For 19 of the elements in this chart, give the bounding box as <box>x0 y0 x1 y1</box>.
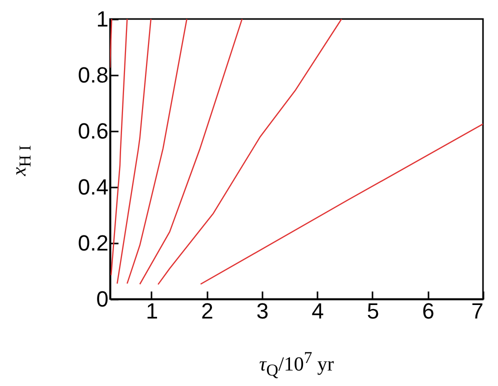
line-series <box>110 19 128 276</box>
line-series <box>139 19 243 285</box>
x-tick-label: 1 <box>146 298 158 324</box>
x-axis-title: τ$_{Q}$/10$^{7}$ yr <box>258 348 335 381</box>
y-tick-label: 0 <box>96 286 108 312</box>
y-tick-label: 0.2 <box>78 230 108 256</box>
line-series <box>126 19 188 284</box>
y-tick-label: 1 <box>96 6 108 32</box>
x-tick-label: 7 <box>471 298 484 324</box>
x-tick-label: 3 <box>256 298 269 324</box>
line-series <box>157 19 342 286</box>
y-tick-label: 0.4 <box>78 174 108 200</box>
y-tick-label: 0.8 <box>78 62 108 88</box>
x-tick-label: 4 <box>312 298 324 324</box>
x-tick-label: 2 <box>201 298 214 324</box>
y-tick-label: 0.6 <box>78 118 108 144</box>
x-tick-label: 5 <box>366 298 380 324</box>
line-series <box>116 19 152 284</box>
x-tick-label: 6 <box>422 298 434 324</box>
